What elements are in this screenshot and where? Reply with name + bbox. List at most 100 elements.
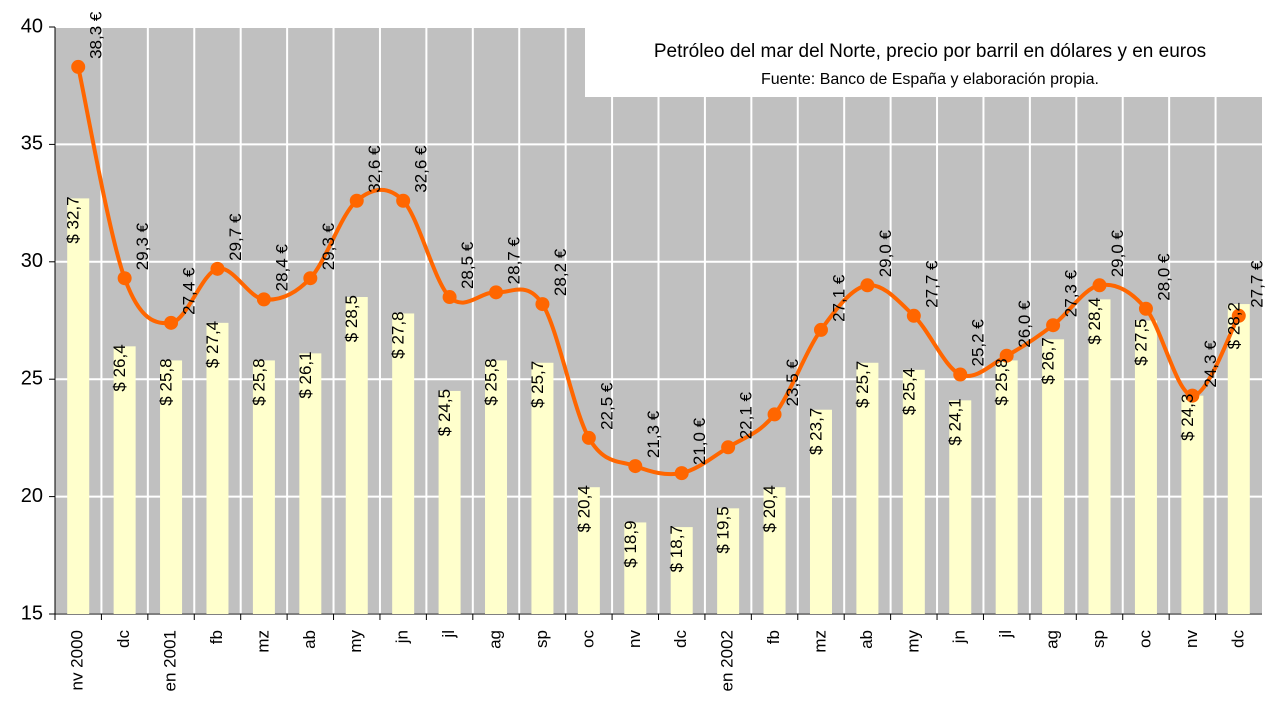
bar (160, 360, 183, 614)
line-value-label: 26,0 € (1015, 300, 1034, 348)
bar-value-label: $ 25,8 (157, 358, 176, 405)
line-marker (860, 278, 875, 293)
bar-value-label: $ 26,7 (1039, 337, 1058, 384)
y-tick-label: 20 (21, 485, 43, 507)
bar-value-label: $ 28,4 (1085, 297, 1104, 344)
line-value-label: 28,2 € (551, 248, 570, 296)
x-tick-label: jl (439, 630, 458, 639)
x-tick-label: fb (764, 630, 783, 644)
bar-value-label: $ 25,8 (249, 358, 268, 405)
x-tick-label: jl (996, 630, 1015, 639)
bar-value-label: $ 24,3 (1178, 394, 1197, 441)
line-value-label: 27,4 € (180, 267, 199, 315)
bar (67, 198, 90, 615)
x-tick-label: nv (1182, 630, 1201, 648)
bar (113, 346, 136, 614)
bar-value-label: $ 18,9 (621, 520, 640, 567)
y-tick-label: 15 (21, 602, 43, 624)
bar (902, 369, 925, 614)
line-value-label: 21,0 € (690, 417, 709, 465)
y-tick-label: 35 (21, 133, 43, 155)
bar (624, 522, 647, 614)
bar (577, 487, 600, 614)
x-tick-label: mz (810, 630, 829, 653)
y-tick-label: 40 (21, 15, 43, 37)
x-tick-label: mz (253, 630, 272, 653)
line-value-label: 28,7 € (505, 237, 524, 285)
bar-value-label: $ 27,5 (1131, 319, 1150, 366)
bar-value-label: $ 20,4 (760, 485, 779, 532)
line-value-label: 24,3 € (1201, 340, 1220, 388)
line-value-label: 29,7 € (226, 213, 245, 261)
x-tick-label: dc (671, 630, 690, 648)
line-value-label: 32,6 € (412, 145, 431, 193)
x-tick-label: ab (300, 630, 319, 649)
line-marker (117, 271, 132, 286)
line-marker (999, 348, 1014, 363)
line-value-label: 27,7 € (1247, 260, 1266, 308)
line-marker (164, 315, 179, 330)
bar (763, 487, 786, 614)
bar (1181, 395, 1204, 614)
line-value-label: 29,0 € (876, 229, 895, 277)
bar-value-label: $ 24,5 (435, 389, 454, 436)
bar (1042, 339, 1065, 614)
line-value-label: 27,7 € (922, 260, 941, 308)
bar (856, 362, 879, 614)
line-marker (628, 459, 643, 474)
line-marker (953, 367, 968, 382)
line-marker (396, 193, 411, 208)
line-marker (349, 193, 364, 208)
bar (252, 360, 275, 614)
bar (995, 360, 1018, 614)
line-value-label: 28,5 € (458, 241, 477, 289)
bar (299, 353, 322, 614)
bar-value-label: $ 28,5 (342, 295, 361, 342)
bar (438, 390, 461, 614)
line-marker (813, 322, 828, 337)
title-box (585, 27, 1262, 97)
bar-value-label: $ 28,2 (1224, 302, 1243, 349)
x-tick-label: dc (1228, 630, 1247, 648)
x-tick-label: ag (486, 630, 505, 649)
bar-value-label: $ 25,7 (853, 361, 872, 408)
line-marker (674, 466, 689, 481)
line-marker (581, 430, 596, 445)
bar-value-label: $ 27,4 (203, 321, 222, 368)
bar-value-label: $ 25,8 (992, 358, 1011, 405)
line-marker (767, 407, 782, 422)
line-value-label: 25,2 € (969, 319, 988, 367)
line-marker (535, 297, 550, 312)
bar-value-label: $ 25,7 (528, 361, 547, 408)
x-tick-label: my (903, 630, 922, 653)
x-tick-label: sp (532, 630, 551, 648)
line-value-label: 27,3 € (1062, 269, 1081, 317)
bar (1227, 304, 1250, 614)
line-value-label: 29,3 € (319, 222, 338, 270)
bar (809, 409, 832, 614)
bar-value-label: $ 18,7 (667, 525, 686, 572)
bar (1134, 320, 1157, 614)
bar (392, 313, 415, 614)
line-value-label: 32,6 € (365, 145, 384, 193)
line-marker (1092, 278, 1107, 293)
line-value-label: 28,4 € (272, 244, 291, 292)
bar-value-label: $ 20,4 (574, 485, 593, 532)
x-tick-label: jn (393, 630, 412, 644)
bar-value-label: $ 25,4 (899, 368, 918, 415)
x-tick-label: en 2002 (718, 630, 737, 691)
x-tick-label: ab (857, 630, 876, 649)
line-marker (1185, 388, 1200, 403)
line-value-label: 22,5 € (597, 382, 616, 430)
bar-value-label: $ 23,7 (806, 408, 825, 455)
x-tick-label: my (346, 630, 365, 653)
y-tick-label: 25 (21, 367, 43, 389)
line-marker (1138, 301, 1153, 316)
x-tick-label: oc (1135, 630, 1154, 648)
x-tick-label: fb (207, 630, 226, 644)
y-tick-label: 30 (21, 250, 43, 272)
x-tick-label: oc (578, 630, 597, 648)
bar (206, 322, 229, 614)
bar-value-label: $ 26,4 (110, 344, 129, 391)
